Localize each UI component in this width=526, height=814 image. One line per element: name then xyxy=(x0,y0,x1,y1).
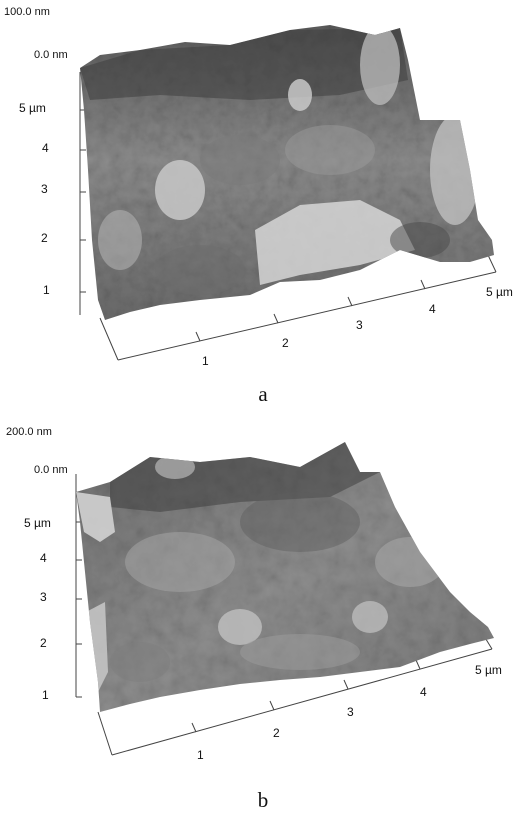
caption-b: b xyxy=(257,788,269,812)
x-tick-label: 1 xyxy=(202,354,209,368)
y-tick-label: 3 xyxy=(40,590,47,604)
afm-panel-a: 100.0 nm 0.0 nm 5 µm 4 3 2 1 1 2 3 4 5 µ… xyxy=(0,0,526,378)
y-tick-label: 5 µm xyxy=(19,101,46,115)
y-tick-label: 5 µm xyxy=(24,516,51,530)
y-tick-label: 4 xyxy=(42,141,49,155)
y-tick-label: 2 xyxy=(41,231,48,245)
afm-panel-b: 200.0 nm 0.0 nm 5 µm 4 3 2 1 1 2 3 4 5 µ… xyxy=(0,412,526,790)
x-tick-label: 4 xyxy=(429,302,436,316)
y-tick-label: 3 xyxy=(41,182,48,196)
x-tick-label: 3 xyxy=(356,318,363,332)
z-max-label: 200.0 nm xyxy=(6,426,52,438)
z-min-label: 0.0 nm xyxy=(34,464,68,476)
x-tick-label: 5 µm xyxy=(475,663,502,677)
y-tick-label: 4 xyxy=(40,551,47,565)
x-tick-label: 3 xyxy=(347,705,354,719)
z-max-label: 100.0 nm xyxy=(4,6,50,18)
x-tick-label: 5 µm xyxy=(486,285,513,299)
y-tick-label: 2 xyxy=(40,636,47,650)
y-tick-label: 1 xyxy=(42,688,49,702)
caption-a: a xyxy=(258,382,268,406)
y-tick-label: 1 xyxy=(43,283,50,297)
x-tick-label: 2 xyxy=(273,726,280,740)
afm-surface-image-b xyxy=(75,442,494,756)
x-tick-label: 4 xyxy=(420,685,427,699)
afm-surface-image-a xyxy=(79,25,497,361)
x-tick-label: 2 xyxy=(282,336,289,350)
x-tick-label: 1 xyxy=(197,748,204,762)
z-min-label: 0.0 nm xyxy=(34,49,68,61)
